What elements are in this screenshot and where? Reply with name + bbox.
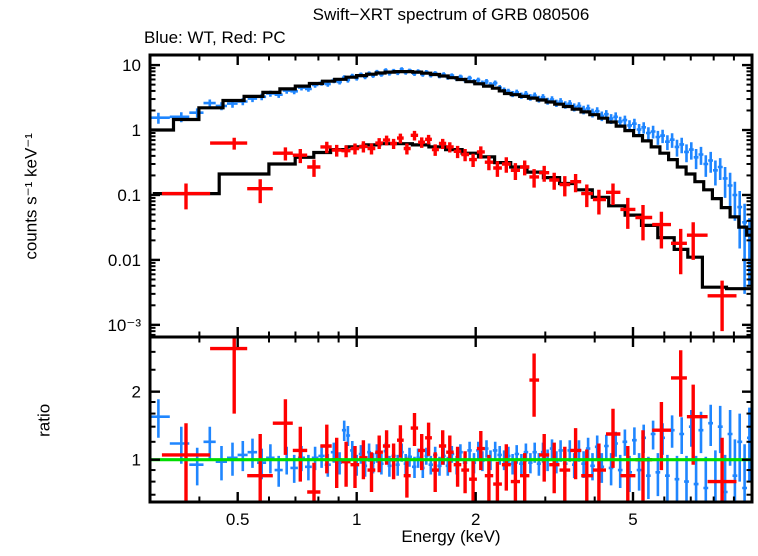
y-axis-label-ratio: ratio bbox=[34, 403, 54, 437]
svg-text:1: 1 bbox=[132, 121, 141, 140]
svg-text:0.01: 0.01 bbox=[108, 251, 141, 270]
panel-ratio: 12 bbox=[132, 335, 754, 504]
svg-text:10: 10 bbox=[122, 56, 141, 75]
panel-ticks-ratio bbox=[150, 337, 752, 502]
svg-text:2: 2 bbox=[471, 510, 480, 529]
series-pc-model bbox=[152, 142, 752, 291]
y-tick-labels-ratio: 12 bbox=[132, 383, 141, 470]
svg-text:1: 1 bbox=[352, 510, 361, 529]
svg-text:0.5: 0.5 bbox=[226, 510, 250, 529]
panel-spectrum: 10 1 0.1 0.01 10⁻³ bbox=[107, 53, 754, 339]
x-axis-label: Energy (keV) bbox=[401, 527, 501, 546]
chart-legend-text: Blue: WT, Red: PC bbox=[144, 28, 286, 47]
panel-frame bbox=[148, 335, 754, 504]
series-pc-ratio bbox=[161, 337, 737, 502]
svg-text:10⁻³: 10⁻³ bbox=[107, 316, 141, 335]
y-tick-labels-spectrum: 10 1 0.1 0.01 10⁻³ bbox=[107, 56, 141, 335]
chart-title: Swift−XRT spectrum of GRB 080506 bbox=[312, 5, 590, 24]
svg-text:0.1: 0.1 bbox=[117, 186, 141, 205]
svg-text:1: 1 bbox=[132, 451, 141, 470]
x-tick-labels: 0.5 1 2 5 bbox=[226, 510, 638, 529]
svg-text:2: 2 bbox=[132, 383, 141, 402]
y-axis-label-counts: counts s⁻¹ keV⁻¹ bbox=[21, 133, 41, 260]
series-wt-model bbox=[150, 70, 752, 237]
panel-ticks-spectrum bbox=[150, 55, 752, 337]
series-pc-data bbox=[161, 130, 737, 332]
svg-text:5: 5 bbox=[628, 510, 637, 529]
panel-frame bbox=[148, 53, 754, 339]
